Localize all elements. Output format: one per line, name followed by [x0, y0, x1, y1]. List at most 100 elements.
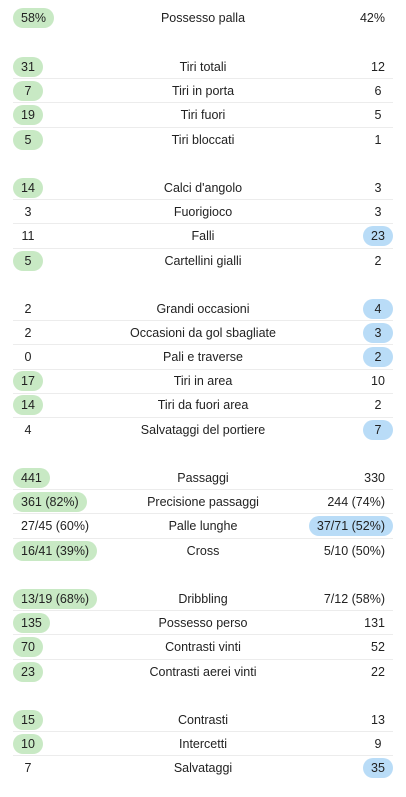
stat-label: Tiri fuori — [180, 107, 226, 122]
stat-label: Salvataggi — [173, 761, 233, 776]
away-value: 13 — [371, 712, 385, 727]
stat-row: 14 Calci d'angolo 3 — [13, 176, 393, 201]
away-value: 330 — [364, 470, 385, 485]
home-value: 13/19 (68%) — [13, 588, 98, 609]
stat-label: Salvataggi del portiere — [140, 423, 266, 438]
home-value-cell: 135 — [13, 611, 50, 634]
home-value: 15 — [13, 709, 43, 730]
away-value-cell: 35 — [363, 756, 393, 780]
away-value-cell: 6 — [363, 79, 393, 102]
home-value-cell: 15 — [13, 708, 43, 731]
away-value-cell: 1 — [363, 128, 393, 152]
away-value-cell: 2 — [363, 394, 393, 417]
away-value-cell: 4 — [363, 297, 393, 320]
stat-label: Passaggi — [177, 470, 229, 485]
stat-group: 2 Grandi occasioni 4 2 Occasioni da gol sbag… — [13, 297, 393, 442]
home-value-cell: 4 — [13, 418, 43, 442]
stat-label: Grandi occasioni — [156, 301, 250, 316]
stat-row: 10 Intercetti 9 — [13, 732, 393, 757]
stat-row: 5 Tiri bloccati 1 — [13, 128, 393, 152]
stat-row: 2 Grandi occasioni 4 — [13, 297, 393, 322]
away-value: 35 — [363, 758, 393, 779]
home-value-cell: 14 — [13, 176, 43, 199]
away-value-cell: 7 — [363, 418, 393, 442]
away-value-cell: 5/10 (50%) — [316, 539, 393, 563]
home-value: 10 — [13, 733, 43, 754]
stat-row: 16/41 (39%) Cross 5/10 (50%) — [13, 539, 393, 563]
stat-group: 441 Passaggi 330 361 (82%) Precisione passag… — [13, 466, 393, 563]
away-value-cell: 2 — [363, 249, 393, 273]
away-value-cell: 330 — [356, 466, 393, 489]
stat-label: Falli — [191, 228, 215, 243]
home-value: 361 (82%) — [13, 491, 87, 512]
stat-label: Dribbling — [178, 591, 228, 606]
stat-label: Cross — [186, 543, 220, 558]
away-value-cell: 244 (74%) — [319, 490, 393, 513]
stat-row: 7 Tiri in porta 6 — [13, 79, 393, 104]
stat-group: 58% Possesso palla 42% — [13, 6, 393, 30]
home-value: 5 — [13, 129, 43, 150]
stat-group: 13/19 (68%) Dribbling 7/12 (58%) 135 Possess… — [13, 587, 393, 684]
away-value: 7/12 (58%) — [323, 591, 385, 606]
away-value-cell: 23 — [363, 224, 393, 247]
stat-label: Pali e traverse — [163, 349, 243, 364]
home-value: 7 — [13, 80, 43, 101]
away-value: 131 — [364, 615, 385, 630]
away-value: 12 — [371, 59, 385, 74]
away-value-cell: 3 — [363, 176, 393, 199]
stat-label: Tiri bloccati — [171, 132, 235, 147]
home-value-cell: 31 — [13, 55, 43, 78]
stat-label: Contrasti aerei vinti — [149, 664, 257, 679]
stat-label: Calci d'angolo — [163, 180, 243, 195]
stat-row: 4 Salvataggi del portiere 7 — [13, 418, 393, 442]
stat-row: 23 Contrasti aerei vinti 22 — [13, 660, 393, 684]
home-value-cell: 17 — [13, 370, 43, 393]
home-value-cell: 2 — [13, 321, 43, 344]
stat-row: 17 Tiri in area 10 — [13, 370, 393, 394]
home-value-cell: 3 — [13, 200, 43, 223]
stat-group: 14 Calci d'angolo 3 3 Fuorigioco 3 11 Falli 23 5 C… — [13, 176, 393, 273]
home-value: 2 — [24, 325, 32, 340]
home-value: 4 — [24, 423, 32, 438]
home-value: 70 — [13, 636, 43, 657]
away-value: 3 — [374, 204, 382, 219]
away-value-cell: 2 — [363, 345, 393, 368]
away-value-cell: 131 — [356, 611, 393, 634]
away-value: 3 — [363, 322, 393, 343]
stat-label: Tiri totali — [179, 59, 227, 74]
away-value-cell: 3 — [363, 321, 393, 344]
stat-row: 3 Fuorigioco 3 — [13, 200, 393, 225]
stat-label: Tiri in area — [173, 374, 233, 389]
away-value-cell: 5 — [363, 103, 393, 126]
away-value: 23 — [363, 225, 393, 246]
stat-label: Cartellini gialli — [164, 253, 242, 268]
away-value: 244 (74%) — [327, 494, 385, 509]
stat-label: Palle lunghe — [168, 518, 238, 533]
home-value: 7 — [24, 761, 32, 776]
stat-row: 2 Occasioni da gol sbagliate 3 — [13, 321, 393, 346]
away-value: 37/71 (52%) — [308, 515, 393, 536]
away-value-cell: 52 — [363, 635, 393, 658]
away-value: 6 — [374, 83, 382, 98]
away-value-cell: 37/71 (52%) — [308, 514, 393, 537]
stat-row: 13/19 (68%) Dribbling 7/12 (58%) — [13, 587, 393, 612]
home-value: 23 — [13, 661, 43, 682]
home-value-cell: 13/19 (68%) — [13, 587, 98, 610]
home-value-cell: 16/41 (39%) — [13, 539, 98, 563]
stat-row: 70 Contrasti vinti 52 — [13, 635, 393, 660]
away-value: 52 — [371, 639, 385, 654]
stat-group: 31 Tiri totali 12 7 Tiri in porta 6 19 Tiri fuo… — [13, 55, 393, 152]
home-value: 17 — [13, 371, 43, 392]
home-value-cell: 58% — [13, 6, 55, 30]
home-value-cell: 11 — [13, 224, 43, 247]
away-value: 2 — [363, 346, 393, 367]
home-value-cell: 70 — [13, 635, 43, 658]
home-value-cell: 0 — [13, 345, 43, 368]
stat-row: 14 Tiri da fuori area 2 — [13, 394, 393, 418]
stat-group: 15 Contrasti 13 10 Intercetti 9 7 Salvataggi 35 — [13, 708, 393, 781]
home-value-cell: 7 — [13, 79, 43, 102]
home-value: 31 — [13, 56, 43, 77]
stat-row: 7 Salvataggi 35 — [13, 756, 393, 780]
away-value-cell: 12 — [363, 55, 393, 78]
